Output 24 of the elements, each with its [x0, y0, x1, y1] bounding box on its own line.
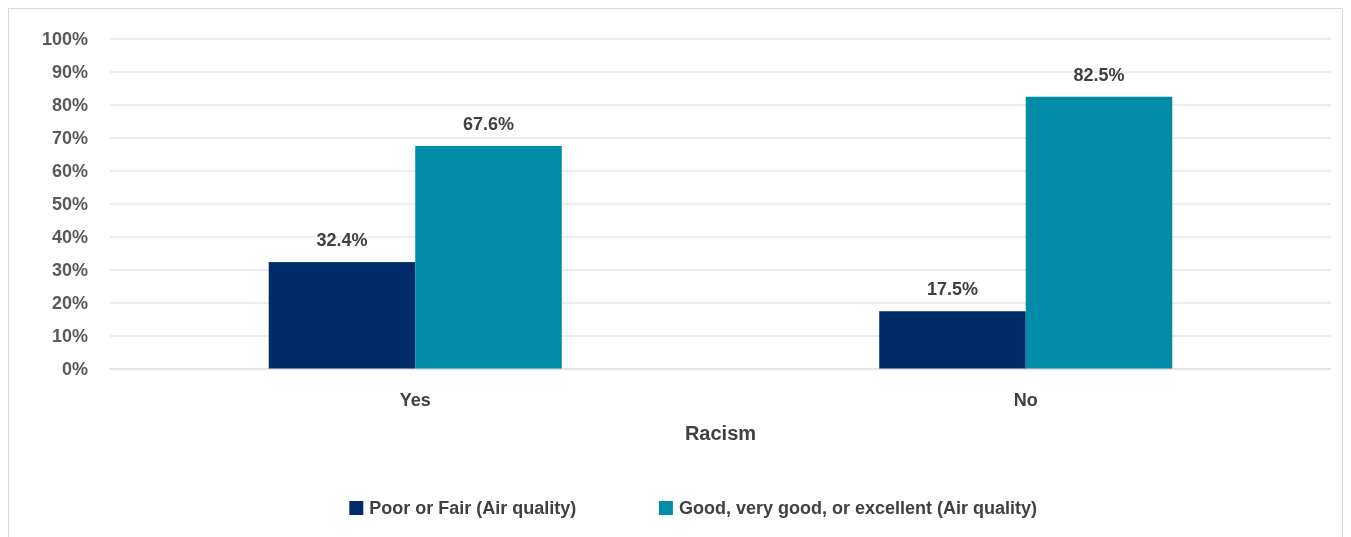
- y-tick-label: 10%: [51, 326, 88, 347]
- data-label: 32.4%: [316, 230, 368, 251]
- y-tick-label: 20%: [51, 293, 88, 314]
- x-tick-label: No: [1013, 390, 1038, 411]
- bar: [1025, 96, 1173, 369]
- x-tick-label: Yes: [399, 390, 431, 411]
- bar: [268, 262, 416, 369]
- y-tick-label: 80%: [51, 95, 88, 116]
- bar: [415, 145, 562, 369]
- y-tick-label: 70%: [51, 128, 88, 149]
- legend-label: Poor or Fair (Air quality): [369, 498, 577, 519]
- x-axis-title: Racism: [684, 422, 757, 444]
- bar: [879, 311, 1026, 369]
- legend-label: Good, very good, or excellent (Air quality): [678, 498, 1037, 519]
- y-tick-label: 90%: [51, 62, 88, 83]
- y-tick-label: 30%: [51, 260, 88, 281]
- data-label: 82.5%: [1073, 64, 1125, 85]
- y-tick-label: 0%: [61, 359, 88, 380]
- y-tick-label: 40%: [51, 227, 88, 248]
- data-label: 17.5%: [926, 279, 979, 300]
- data-label: 67.6%: [462, 113, 515, 134]
- y-tick-label: 50%: [51, 194, 88, 215]
- y-tick-label: 60%: [51, 161, 88, 182]
- y-tick-label: 100%: [41, 29, 88, 50]
